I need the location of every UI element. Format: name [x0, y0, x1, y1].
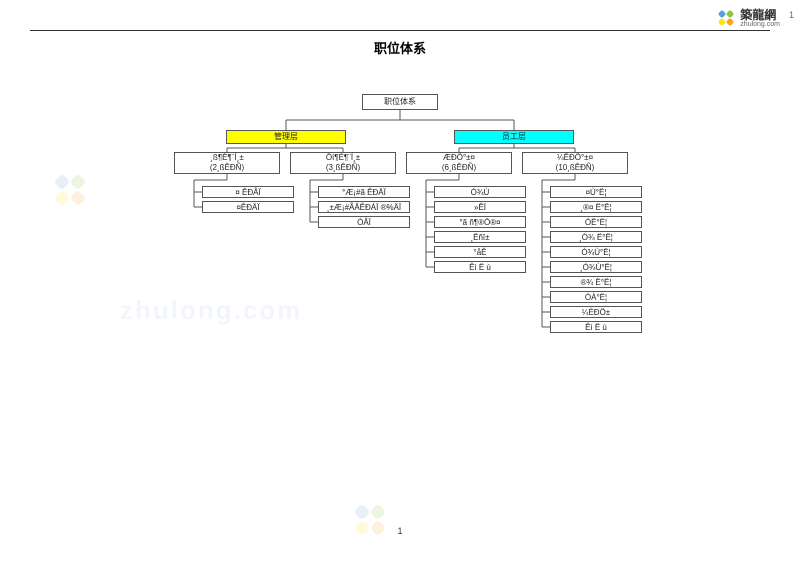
- leaf-emp_b-2: ÓË°Ë¦: [550, 216, 642, 228]
- node-mgmt_a: ¸ß¶È¶¨Í¸±(2¸ßÊÐÑ): [174, 152, 280, 174]
- leaf-mgmt_a-1: ¤ÊÐÄÏ: [202, 201, 294, 213]
- leaf-emp_b-9: Êì Ë ù: [550, 321, 642, 333]
- leaf-emp_b-3: ¸Ó¾ Ë°Ë¦: [550, 231, 642, 243]
- leaf-emp_b-4: Ó¾Ù°Ë¦: [550, 246, 642, 258]
- node-employee: 员工层: [454, 130, 574, 144]
- leaf-emp_b-5: ¸Ó¾Ù°Ë¦: [550, 261, 642, 273]
- header-rule: [30, 30, 770, 31]
- site-logo: 築龍網 zhulong.com: [716, 8, 780, 28]
- node-management: 管理层: [226, 130, 346, 144]
- org-chart: 职位体系管理层 员工层 ¸ß¶È¶¨Í¸±(2¸ßÊÐÑ) Öí¶È¶¨Í¸±(3¸ß…: [0, 90, 800, 510]
- node-mgmt_b: Öí¶È¶¨Í¸±(3¸ßÊÐÑ): [290, 152, 396, 174]
- logo-text-cn: 築龍網: [740, 9, 780, 21]
- leaf-mgmt_b-2: ÓÅÏ: [318, 216, 410, 228]
- node-root: 职位体系: [362, 94, 438, 110]
- leaf-emp_b-7: ÓÀ°Ë¦: [550, 291, 642, 303]
- leaf-emp_a-5: Êì Ë ù: [434, 261, 526, 273]
- leaf-emp_a-3: ¸Ëñî±: [434, 231, 526, 243]
- page-number-top: 1: [789, 10, 794, 20]
- leaf-emp_b-8: ¼ÈÐÖ±: [550, 306, 642, 318]
- node-emp_b: ¼ÊÐÖ°±¤(10¸ßÊÐÑ): [522, 152, 628, 174]
- leaf-emp_a-4: °åÊ: [434, 246, 526, 258]
- clover-icon: [716, 8, 736, 28]
- leaf-emp_a-1: »ÊÏ: [434, 201, 526, 213]
- leaf-emp_b-6: ®¾ Ë°Ë¦: [550, 276, 642, 288]
- leaf-emp_b-0: ¤Ù°Ë¦: [550, 186, 642, 198]
- leaf-emp_b-1: ¸®¤ Ë°Ë¦: [550, 201, 642, 213]
- leaf-mgmt_b-0: °Æ¡#ã ÊÐÄÏ: [318, 186, 410, 198]
- leaf-emp_a-2: °ã ñ¶®Ö®¤: [434, 216, 526, 228]
- leaf-mgmt_b-1: ¸±Æ¡#ÃÂÊÐÁÏ ®%ÄÏ: [318, 201, 410, 213]
- node-emp_a: ÆÐÖ°±¤(6¸ßÊÐÑ): [406, 152, 512, 174]
- page-title: 职位体系: [0, 38, 800, 57]
- leaf-mgmt_a-0: ¤ ÊÐÅÏ: [202, 186, 294, 198]
- leaf-emp_a-0: Ó¾Ù: [434, 186, 526, 198]
- connectors: [0, 90, 800, 510]
- page-number-bottom: 1: [0, 526, 800, 536]
- logo-text-en: zhulong.com: [740, 21, 780, 28]
